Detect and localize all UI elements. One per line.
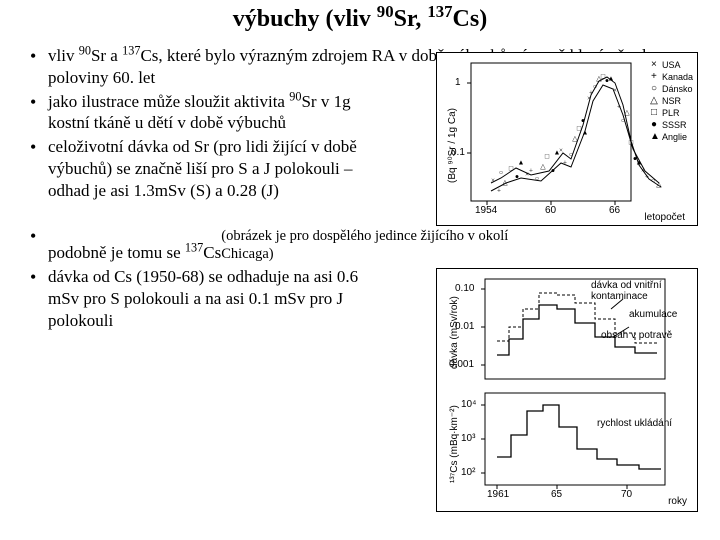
- fig2-bot-xlabel: roky: [668, 496, 687, 507]
- title-pre: výbuchy (vliv: [233, 6, 377, 32]
- legend-label: Anglie: [662, 132, 687, 143]
- legend-marker: ○: [650, 83, 658, 95]
- svg-text:□: □: [509, 165, 514, 173]
- svg-text:+: +: [645, 173, 649, 181]
- fig2-bot-xt2: 70: [621, 489, 632, 500]
- svg-text:+: +: [529, 167, 533, 175]
- fig1-xtick-0: 1954: [475, 205, 497, 216]
- svg-text:○: ○: [593, 83, 597, 91]
- fig1-xtick-1: 60: [545, 205, 556, 216]
- bullet-text: celoživotní dávka od Sr (pro lidi žijící…: [48, 136, 358, 201]
- svg-text:□: □: [629, 139, 634, 147]
- fig2-top-yt1: 0.01: [455, 321, 474, 332]
- fig1-ytick-0: 1: [455, 77, 461, 88]
- legend-item: ▲ Anglie: [650, 131, 693, 143]
- figure-sr-activity: ×+○△□●▲×+○△□●▲×+○△□●▲×+○△□●▲×+○△□●▲×+○△ …: [436, 52, 698, 226]
- svg-text:△: △: [502, 179, 508, 187]
- svg-text:●: ●: [551, 167, 555, 175]
- svg-text:▲: ▲: [582, 129, 589, 137]
- fig1-ytick-1: 0.1: [451, 147, 465, 158]
- bullet-text: dávka od Cs (1950-68) se odhaduje na asi…: [48, 266, 388, 331]
- bullet-note: (obrázek je pro dospělého jedince žijící…: [221, 227, 531, 263]
- svg-text:×: ×: [491, 177, 495, 185]
- fig2-bot-xt0: 1961: [487, 489, 509, 500]
- title-sr: Sr,: [394, 6, 428, 32]
- bullet-text: podobně je tomu se 137Cs: [48, 242, 221, 264]
- svg-text:△: △: [656, 181, 662, 189]
- legend-marker: □: [650, 107, 658, 119]
- legend-item: ● SSSR: [650, 119, 693, 131]
- svg-text:●: ●: [581, 117, 585, 125]
- legend-marker: ▲: [650, 131, 658, 143]
- fig2-top-yt0: 0.10: [455, 283, 474, 294]
- fig1-xtick-2: 66: [609, 205, 620, 216]
- sup-cs: 137: [427, 2, 452, 21]
- svg-text:○: ○: [651, 177, 655, 185]
- legend-item: □ PLR: [650, 107, 693, 119]
- svg-text:×: ×: [559, 147, 563, 155]
- bullet-item: podobně je tomu se 137Cs(obrázek je pro …: [24, 225, 696, 264]
- fig2-lbl0: dávka od vnitřní kontaminace: [591, 281, 691, 302]
- svg-text:+: +: [617, 103, 621, 111]
- title-cs: Cs): [453, 6, 488, 32]
- svg-text:△: △: [624, 109, 630, 117]
- fig2-bot-ylabel: ¹³⁷Cs (mBq·km⁻²): [449, 405, 460, 483]
- fig1-legend: × USA + Kanada ○ Dánsko △ NSR □ PLR ● SSSR ▲ Anglie: [650, 59, 693, 143]
- legend-marker: ●: [650, 119, 658, 131]
- fig2-bot-xt1: 65: [551, 489, 562, 500]
- svg-text:△: △: [572, 135, 578, 143]
- legend-marker: ×: [650, 59, 658, 71]
- legend-item: △ NSR: [650, 95, 693, 107]
- svg-text:+: +: [497, 187, 501, 195]
- legend-label: USA: [662, 60, 681, 71]
- sup-sr: 90: [377, 2, 394, 21]
- svg-text:▲: ▲: [518, 159, 525, 167]
- legend-marker: +: [650, 71, 658, 83]
- svg-text:△: △: [540, 163, 546, 171]
- legend-label: NSR: [662, 96, 681, 107]
- fig2-bot-yt2: 10²: [461, 467, 475, 478]
- fig2-bot-lbl: rychlost ukládání: [597, 419, 677, 430]
- legend-label: Kanada: [662, 72, 693, 83]
- fig2-bot-yt0: 10⁴: [461, 399, 476, 410]
- legend-label: SSSR: [662, 120, 687, 131]
- svg-text:○: ○: [499, 169, 503, 177]
- fig2-lbl1: obsah v potravě: [601, 331, 681, 342]
- svg-text:○: ○: [535, 175, 539, 183]
- svg-text:○: ○: [569, 151, 573, 159]
- fig2-lbl2: akumulace: [629, 309, 677, 320]
- legend-label: Dánsko: [662, 84, 693, 95]
- svg-text:▲: ▲: [608, 75, 615, 83]
- svg-text:□: □: [545, 153, 550, 161]
- svg-text:×: ×: [613, 87, 617, 95]
- fig1-xlabel: letopočet: [644, 212, 685, 223]
- legend-label: PLR: [662, 108, 680, 119]
- bullet-text: jako ilustrace může sloužit aktivita 90S…: [48, 91, 358, 135]
- legend-marker: △: [650, 95, 658, 107]
- svg-text:○: ○: [621, 117, 625, 125]
- fig1-ylabel: (Bq ⁹⁰Sr / 1g Ca): [447, 108, 458, 183]
- svg-text:●: ●: [515, 173, 519, 181]
- legend-item: × USA: [650, 59, 693, 71]
- figure-cs-dose: dávka (mSv/rok) 0.10 0.01 0.001 dávka od…: [436, 268, 698, 512]
- legend-item: + Kanada: [650, 71, 693, 83]
- fig2-top-yt2: 0.001: [449, 359, 474, 370]
- svg-text:▲: ▲: [636, 159, 643, 167]
- legend-item: ○ Dánsko: [650, 83, 693, 95]
- page-title: výbuchy (vliv 90Sr, 137Cs): [0, 0, 720, 37]
- svg-text:+: +: [563, 159, 567, 167]
- fig2-bot-yt1: 10³: [461, 433, 475, 444]
